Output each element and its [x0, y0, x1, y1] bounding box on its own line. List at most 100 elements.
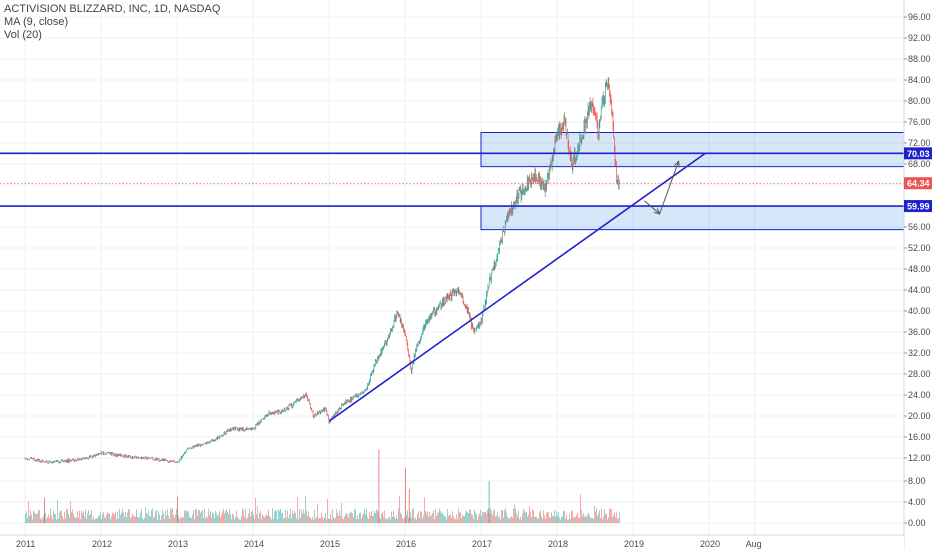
time-axis[interactable]: 2011 2012 2013 2014 2015 2016 2017 2018 2019 2020… [0, 534, 904, 550]
volume-bar [221, 514, 222, 523]
volume-bar [619, 511, 620, 523]
volume-bar [69, 517, 70, 523]
volume-bar [89, 515, 90, 523]
volume-bar [356, 518, 357, 523]
volume-bar [152, 508, 153, 523]
volume-bar [74, 517, 75, 523]
volume-bar [273, 518, 274, 523]
volume-bar [214, 518, 215, 523]
volume-bar [83, 511, 84, 523]
volume-bar [275, 510, 276, 523]
volume-bar [157, 519, 158, 523]
volume-bar [474, 509, 475, 523]
volume-bar [488, 508, 489, 523]
volume-bar [617, 518, 618, 523]
volume-bar [228, 513, 229, 523]
volume-bar [469, 509, 470, 523]
volume-bar [300, 517, 301, 523]
volume-bar [291, 518, 292, 523]
volume-bar [524, 510, 525, 523]
volume-bar [43, 516, 44, 523]
volume-bar [520, 516, 521, 523]
volume-bar [476, 514, 477, 523]
volume-bar [535, 516, 536, 523]
volume-indicator-label[interactable]: Vol (20) [4, 29, 42, 41]
volume-bar [181, 516, 182, 523]
time-tick-label: 2011 [16, 539, 35, 549]
volume-bar [187, 512, 188, 523]
volume-bar [31, 514, 32, 523]
volume-bar [306, 510, 307, 523]
volume-bar [255, 497, 256, 523]
volume-bar [33, 510, 34, 523]
volume-bar [543, 510, 544, 523]
volume-bar [194, 519, 195, 523]
volume-bar [326, 519, 327, 523]
volume-bar [55, 514, 56, 523]
volume-bar [155, 510, 156, 523]
chart-drawings[interactable] [0, 152, 904, 422]
volume-bar [163, 513, 164, 523]
volume-bar [90, 514, 91, 523]
volume-bar [170, 508, 171, 523]
volume-bar [64, 511, 65, 523]
volume-bar [310, 517, 311, 523]
volume-bar [99, 515, 100, 523]
volume-bar [530, 511, 531, 523]
symbol-title[interactable]: ACTIVISION BLIZZARD, INC, 1D, NASDAQ [4, 3, 221, 15]
volume-bar [439, 508, 440, 523]
volume-bar [417, 514, 418, 523]
volume-bar [160, 519, 161, 523]
volume-bar [430, 516, 431, 523]
volume-bar [357, 515, 358, 523]
volume-bar [411, 517, 412, 523]
ma-indicator-label[interactable]: MA (9, close) [4, 16, 69, 28]
volume-bar [224, 513, 225, 523]
volume-bar [217, 515, 218, 523]
volume-bar [113, 513, 114, 523]
volume-bar [565, 518, 566, 523]
volume-bar [28, 501, 29, 523]
volume-bar [508, 518, 509, 523]
volume-bar [340, 515, 341, 523]
volume-bar [166, 515, 167, 523]
volume-bar [164, 518, 165, 523]
volume-bar [202, 510, 203, 523]
volume-bar [27, 518, 28, 523]
volume-bar [403, 519, 404, 523]
volume-bar [26, 511, 27, 523]
volume-bar [264, 517, 265, 523]
volume-bar [319, 518, 320, 523]
volume-bar [294, 511, 295, 523]
volume-bar [487, 509, 488, 523]
volume-bar [555, 516, 556, 523]
volume-bar [323, 519, 324, 523]
volume-bar [462, 514, 463, 523]
volume-bar [267, 515, 268, 523]
volume-bar [400, 512, 401, 523]
volume-bar [410, 512, 411, 523]
volume-bar [506, 512, 507, 523]
price-tick-label: 56.00 [908, 222, 931, 232]
price-tick-label: 24.00 [908, 390, 931, 400]
volume-bar [431, 515, 432, 523]
volume-bar [385, 519, 386, 523]
time-tick-label: Aug [746, 539, 762, 549]
volume-bar [477, 519, 478, 523]
volume-bar [56, 519, 57, 523]
volume-bar [205, 518, 206, 523]
price-zones[interactable] [480, 132, 905, 231]
volume-bar [243, 510, 244, 523]
volume-bar [370, 515, 371, 523]
volume-bar [87, 513, 88, 523]
volume-bar [437, 513, 438, 523]
volume-bar [485, 511, 486, 523]
volume-bar [101, 519, 102, 523]
volume-bar [137, 516, 138, 523]
price-axis[interactable]: 96.00 92.00 88.00 84.00 80.00 76.00 72.00 68.00… [903, 0, 932, 550]
volume-bar [375, 513, 376, 523]
volume-bar [548, 511, 549, 523]
volume-bar [399, 496, 400, 523]
volume-bar [348, 517, 349, 523]
